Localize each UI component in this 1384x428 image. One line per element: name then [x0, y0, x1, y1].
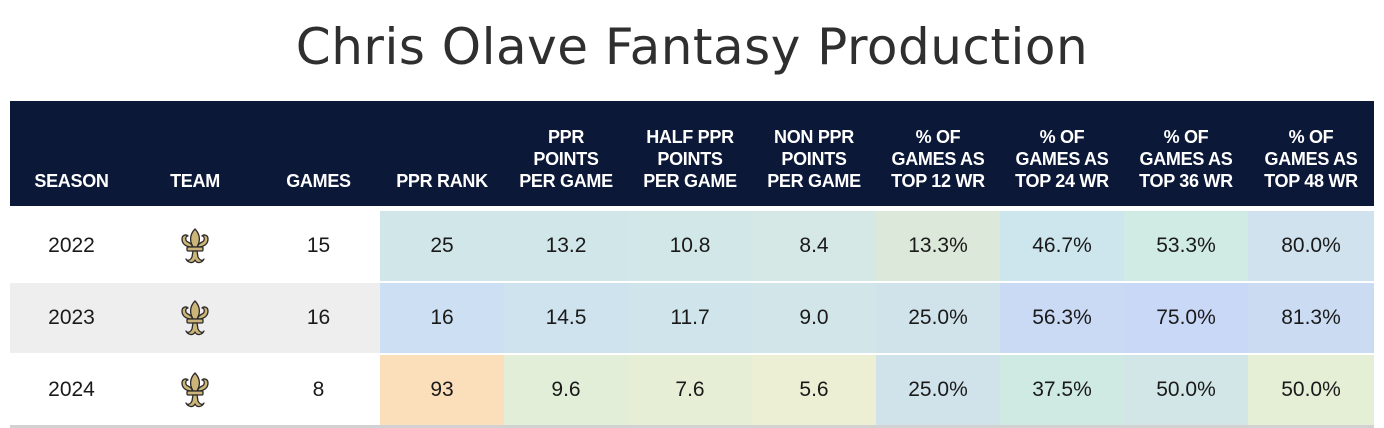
header-team[interactable]: TEAM — [133, 101, 257, 209]
cell-ppr-rank: 93 — [380, 353, 504, 428]
header-half-ppr-points-per-game[interactable]: HALF PPR POINTS PER GAME — [628, 101, 752, 209]
saints-fleur-de-lis-icon — [133, 299, 257, 337]
cell-games: 16 — [257, 281, 380, 354]
cell-ppr-ppg: 9.6 — [504, 353, 628, 428]
header-label: PPR RANK — [396, 171, 488, 191]
header-season[interactable]: SEASON — [10, 101, 133, 209]
header-label: % OF GAMES AS TOP 24 WR — [1015, 127, 1109, 191]
header-label: GAMES — [286, 171, 351, 191]
header-non-ppr-points-per-game[interactable]: NON PPR POINTS PER GAME — [752, 101, 876, 209]
header-label: % OF GAMES AS TOP 48 WR — [1264, 127, 1358, 191]
header-ppr-points-per-game[interactable]: PPR POINTS PER GAME — [504, 101, 628, 209]
header-games[interactable]: GAMES — [257, 101, 380, 209]
page-title: Chris Olave Fantasy Production — [295, 18, 1089, 76]
cell-top12-pct: 25.0% — [876, 353, 1000, 428]
cell-top48-pct: 81.3% — [1248, 281, 1374, 354]
cell-top36-pct: 50.0% — [1124, 353, 1248, 428]
cell-top12-pct: 25.0% — [876, 281, 1000, 354]
cell-top36-pct: 53.3% — [1124, 206, 1248, 282]
cell-non-ppr-ppg: 8.4 — [752, 206, 876, 282]
header-top36-pct[interactable]: % OF GAMES AS TOP 36 WR — [1124, 101, 1248, 209]
table-row: 2023 16 16 14.5 11.7 9.0 25.0% 56.3% 75.0% 81.3% — [10, 281, 1374, 354]
cell-non-ppr-ppg: 9.0 — [752, 281, 876, 354]
header-label: NON PPR POINTS PER GAME — [767, 127, 861, 191]
cell-top12-pct: 13.3% — [876, 206, 1000, 282]
cell-top48-pct: 80.0% — [1248, 206, 1374, 282]
header-top24-pct[interactable]: % OF GAMES AS TOP 24 WR — [1000, 101, 1124, 209]
cell-team — [133, 353, 257, 428]
header-label: % OF GAMES AS TOP 12 WR — [891, 127, 985, 191]
cell-non-ppr-ppg: 5.6 — [752, 353, 876, 428]
header-top12-pct[interactable]: % OF GAMES AS TOP 12 WR — [876, 101, 1000, 209]
table-row: 2024 8 93 9.6 7.6 5.6 25.0% 37.5% 50.0% 50.0% — [10, 353, 1374, 428]
header-label: HALF PPR POINTS PER GAME — [643, 127, 737, 191]
cell-games: 15 — [257, 206, 380, 282]
cell-ppr-ppg: 14.5 — [504, 281, 628, 354]
header-ppr-rank[interactable]: PPR RANK — [380, 101, 504, 209]
table-row: 2022 15 25 13.2 10.8 8.4 13.3% 46.7% 53.3% 80.0% — [10, 206, 1374, 282]
cell-top24-pct: 56.3% — [1000, 281, 1124, 354]
header-label: TEAM — [170, 171, 220, 191]
cell-ppr-rank: 16 — [380, 281, 504, 354]
cell-season: 2024 — [10, 353, 133, 428]
header-label: PPR POINTS PER GAME — [519, 127, 613, 191]
header-row: SEASON TEAM GAMES PPR RANK PPR POINTS PER … — [10, 101, 1374, 209]
cell-top48-pct: 50.0% — [1248, 353, 1374, 428]
saints-fleur-de-lis-icon — [133, 227, 257, 265]
header-label: SEASON — [34, 171, 109, 191]
cell-top24-pct: 37.5% — [1000, 353, 1124, 428]
cell-half-ppr-ppg: 11.7 — [628, 281, 752, 354]
cell-ppr-ppg: 13.2 — [504, 206, 628, 282]
cell-top36-pct: 75.0% — [1124, 281, 1248, 354]
cell-half-ppr-ppg: 10.8 — [628, 206, 752, 282]
cell-games: 8 — [257, 353, 380, 428]
cell-team — [133, 281, 257, 354]
saints-fleur-de-lis-icon — [133, 371, 257, 409]
cell-ppr-rank: 25 — [380, 206, 504, 282]
cell-top24-pct: 46.7% — [1000, 206, 1124, 282]
cell-season: 2022 — [10, 206, 133, 282]
header-top48-pct[interactable]: % OF GAMES AS TOP 48 WR — [1248, 101, 1374, 209]
fantasy-production-table: SEASON TEAM GAMES PPR RANK PPR POINTS PER … — [10, 101, 1374, 428]
cell-team — [133, 206, 257, 282]
header-label: % OF GAMES AS TOP 36 WR — [1139, 127, 1233, 191]
cell-half-ppr-ppg: 7.6 — [628, 353, 752, 428]
cell-season: 2023 — [10, 281, 133, 354]
